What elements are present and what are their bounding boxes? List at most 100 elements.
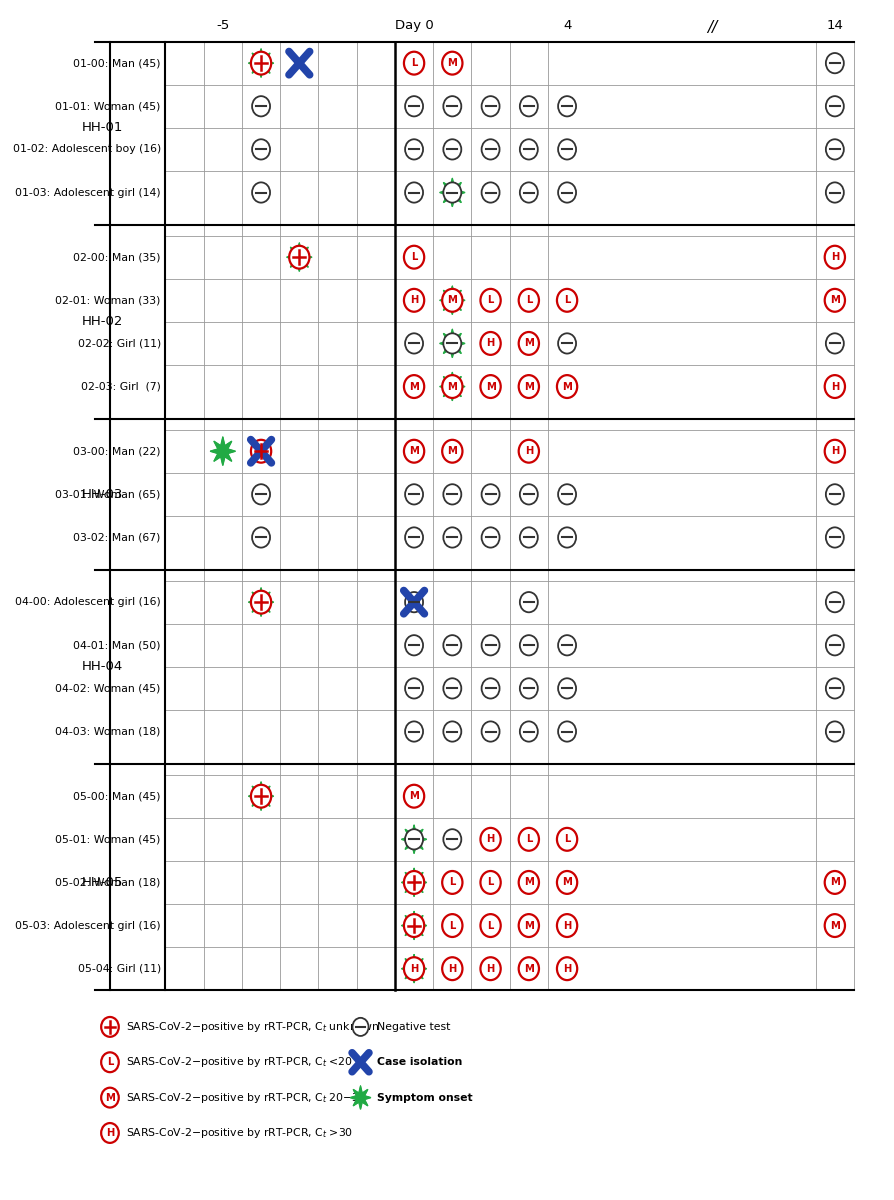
Polygon shape	[439, 179, 464, 206]
Circle shape	[481, 721, 499, 742]
Text: M: M	[409, 382, 418, 391]
Circle shape	[825, 635, 843, 655]
Polygon shape	[249, 49, 274, 77]
Circle shape	[252, 527, 270, 547]
Circle shape	[480, 914, 500, 937]
Circle shape	[405, 527, 423, 547]
Circle shape	[823, 376, 844, 398]
Text: M: M	[561, 877, 571, 888]
Circle shape	[558, 182, 576, 203]
Text: 01-02: Adolescent boy (16): 01-02: Adolescent boy (16)	[13, 144, 161, 155]
Circle shape	[252, 485, 270, 504]
Circle shape	[481, 678, 499, 698]
Text: L: L	[563, 295, 569, 305]
Circle shape	[825, 334, 843, 354]
Circle shape	[481, 182, 499, 203]
Circle shape	[405, 721, 423, 742]
Circle shape	[442, 289, 462, 312]
Text: M: M	[409, 791, 418, 802]
Text: HH-02: HH-02	[81, 316, 122, 329]
Text: L: L	[106, 1057, 113, 1067]
Circle shape	[519, 721, 537, 742]
Circle shape	[405, 334, 423, 354]
Circle shape	[481, 635, 499, 655]
Circle shape	[442, 52, 462, 74]
Circle shape	[403, 376, 424, 398]
Text: M: M	[523, 382, 533, 391]
Circle shape	[825, 485, 843, 504]
Text: H: H	[486, 338, 494, 348]
Circle shape	[443, 96, 460, 116]
Text: -5: -5	[216, 19, 229, 32]
Circle shape	[519, 289, 538, 312]
Circle shape	[405, 96, 423, 116]
Text: L: L	[487, 295, 493, 305]
Circle shape	[443, 139, 460, 160]
Text: 03-02: Man (67): 03-02: Man (67)	[73, 533, 161, 542]
Text: M: M	[447, 382, 457, 391]
Circle shape	[480, 871, 500, 894]
Text: M: M	[409, 446, 418, 456]
Text: 04-01: Man (50): 04-01: Man (50)	[73, 641, 161, 650]
Circle shape	[558, 485, 576, 504]
Circle shape	[823, 914, 844, 937]
Circle shape	[519, 527, 537, 547]
Circle shape	[250, 785, 271, 808]
Circle shape	[403, 246, 424, 269]
Text: 03-01: Woman (65): 03-01: Woman (65)	[55, 490, 161, 499]
Polygon shape	[401, 869, 426, 896]
Text: 4: 4	[562, 19, 570, 32]
Text: M: M	[105, 1093, 114, 1103]
Text: SARS-CoV-2$-$positive by rRT-PCR, C$_t$ <20: SARS-CoV-2$-$positive by rRT-PCR, C$_t$ …	[126, 1055, 352, 1069]
Circle shape	[443, 182, 460, 203]
Circle shape	[405, 485, 423, 504]
Circle shape	[519, 592, 537, 612]
Text: 05-02: Woman (18): 05-02: Woman (18)	[55, 877, 161, 888]
Circle shape	[403, 785, 424, 808]
Text: L: L	[410, 252, 417, 262]
Circle shape	[519, 96, 537, 116]
Circle shape	[519, 182, 537, 203]
Circle shape	[405, 678, 423, 698]
Circle shape	[556, 289, 577, 312]
Text: M: M	[447, 295, 457, 305]
Circle shape	[250, 440, 271, 463]
Text: 02-00: Man (35): 02-00: Man (35)	[73, 252, 161, 262]
Text: SARS-CoV-2$-$positive by rRT-PCR, C$_t$ unknown: SARS-CoV-2$-$positive by rRT-PCR, C$_t$ …	[126, 1020, 379, 1034]
Text: H: H	[486, 834, 494, 845]
Text: HH-03: HH-03	[81, 488, 122, 500]
Text: H: H	[524, 446, 532, 456]
Text: L: L	[487, 920, 493, 930]
Circle shape	[519, 958, 538, 980]
Circle shape	[558, 527, 576, 547]
Circle shape	[519, 485, 537, 504]
Text: H: H	[105, 1128, 114, 1138]
Circle shape	[101, 1087, 119, 1108]
Circle shape	[519, 828, 538, 851]
Text: 14: 14	[825, 19, 842, 32]
Text: 04-00: Adolescent girl (16): 04-00: Adolescent girl (16)	[15, 598, 161, 607]
Text: M: M	[447, 446, 457, 456]
Text: 03-00: Man (22): 03-00: Man (22)	[73, 446, 161, 456]
Polygon shape	[401, 911, 426, 940]
Text: //: //	[706, 20, 717, 35]
Text: Case isolation: Case isolation	[376, 1057, 461, 1067]
Text: 05-03: Adolescent girl (16): 05-03: Adolescent girl (16)	[15, 920, 161, 930]
Circle shape	[442, 376, 462, 398]
Circle shape	[556, 828, 577, 851]
Text: L: L	[449, 920, 455, 930]
Circle shape	[250, 590, 271, 613]
Circle shape	[481, 485, 499, 504]
Text: H: H	[830, 252, 838, 262]
Text: H: H	[830, 382, 838, 391]
Text: HH-04: HH-04	[81, 660, 122, 673]
Text: 02-01: Woman (33): 02-01: Woman (33)	[55, 295, 161, 305]
Circle shape	[558, 635, 576, 655]
Text: M: M	[523, 338, 533, 348]
Circle shape	[443, 829, 460, 850]
Circle shape	[558, 96, 576, 116]
Circle shape	[825, 721, 843, 742]
Circle shape	[519, 678, 537, 698]
Circle shape	[825, 527, 843, 547]
Text: M: M	[829, 295, 839, 305]
